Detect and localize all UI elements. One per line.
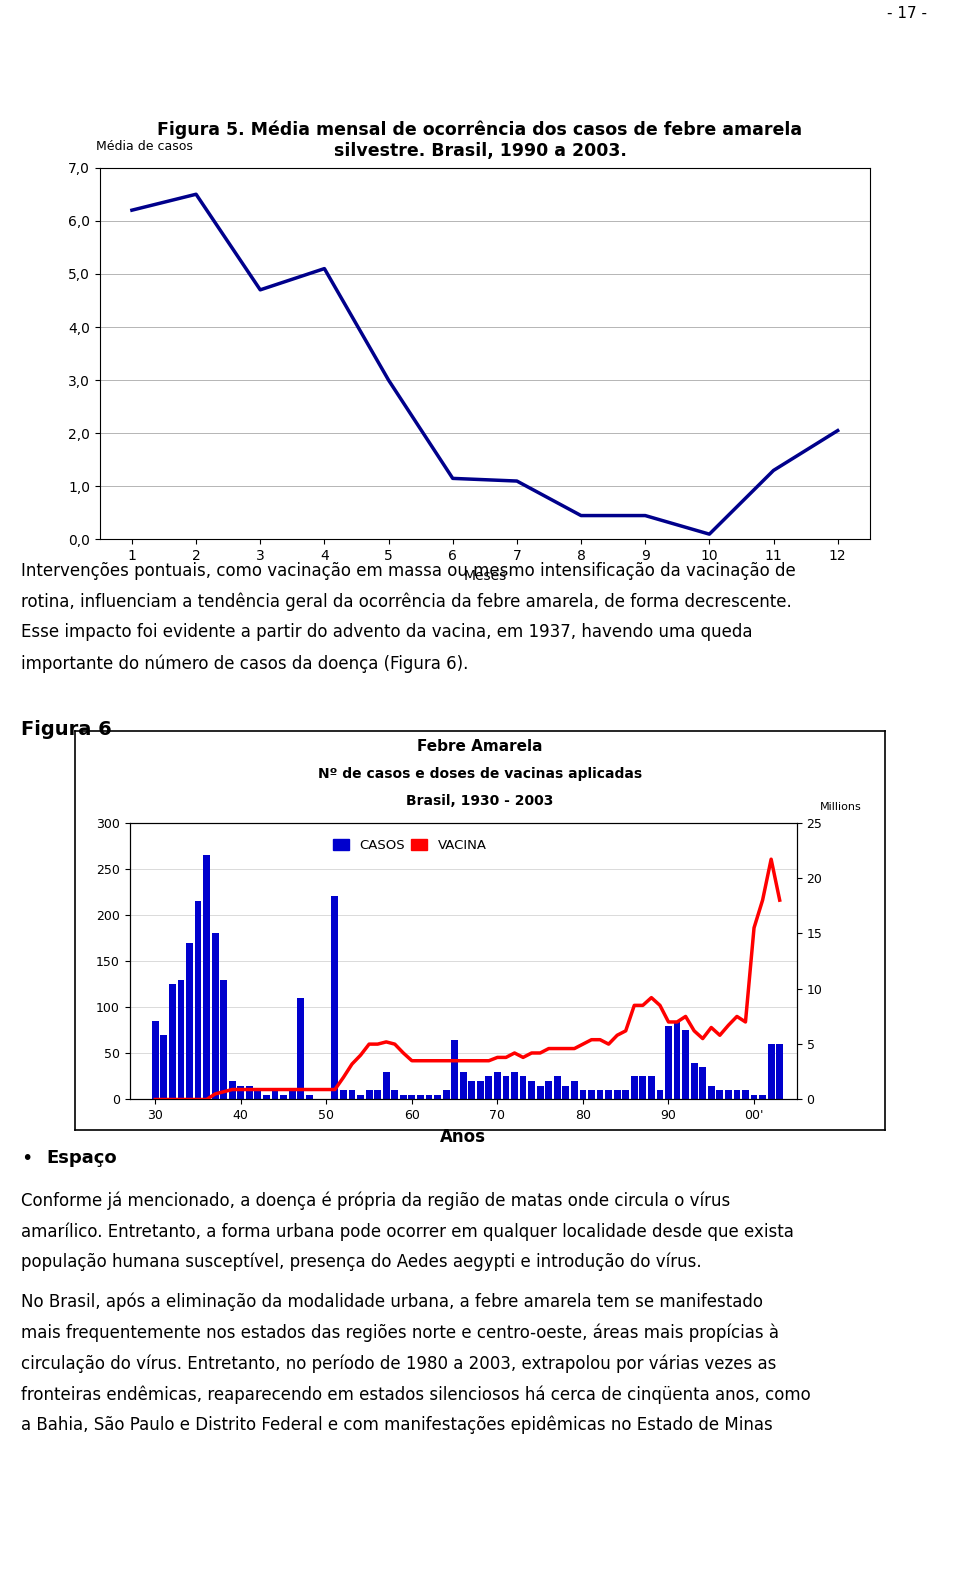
Text: fronteiras endêmicas, reaparecendo em estados silenciosos há cerca de cinqüenta : fronteiras endêmicas, reaparecendo em es… (21, 1386, 811, 1403)
Bar (708, 1085, 714, 1099)
Bar (554, 1076, 561, 1099)
Bar (468, 1081, 475, 1099)
Text: Esse impacto foi evidente a partir do advento da vacina, em 1937, havendo uma qu: Esse impacto foi evidente a partir do ad… (21, 623, 753, 641)
Bar (306, 1095, 313, 1099)
Text: No Brasil, após a eliminação da modalidade urbana, a febre amarela tem se manife: No Brasil, após a eliminação da modalida… (21, 1292, 763, 1311)
Bar (340, 1090, 347, 1099)
Text: importante do número de casos da doença (Figura 6).: importante do número de casos da doença … (21, 653, 468, 672)
Bar (613, 1090, 620, 1099)
Text: população humana susceptível, presença do Aedes aegypti e introdução do vírus.: população humana susceptível, presença d… (21, 1253, 702, 1272)
Bar (160, 1035, 167, 1099)
Text: Espaço: Espaço (46, 1149, 117, 1166)
Text: Millions: Millions (820, 802, 862, 812)
Bar (674, 1020, 681, 1099)
Bar (733, 1090, 740, 1099)
Bar (742, 1090, 749, 1099)
Bar (392, 1090, 398, 1099)
Text: circulação do vírus. Entretanto, no período de 1980 a 2003, extrapolou por vária: circulação do vírus. Entretanto, no perí… (21, 1354, 777, 1373)
Bar (443, 1090, 449, 1099)
Bar (400, 1095, 407, 1099)
Bar (186, 943, 193, 1099)
Bar (571, 1081, 578, 1099)
Bar (511, 1073, 518, 1099)
Bar (195, 902, 202, 1099)
Bar (357, 1095, 364, 1099)
Bar (220, 979, 228, 1099)
Bar (280, 1095, 287, 1099)
Bar (178, 979, 184, 1099)
Bar (597, 1090, 604, 1099)
Bar (751, 1095, 757, 1099)
Bar (451, 1039, 458, 1099)
Bar (366, 1090, 372, 1099)
Bar (237, 1085, 244, 1099)
Bar (759, 1095, 766, 1099)
Bar (272, 1090, 278, 1099)
Bar (298, 998, 304, 1099)
Bar (699, 1068, 707, 1099)
Text: rotina, influenciam a tendência geral da ocorrência da febre amarela, de forma d: rotina, influenciam a tendência geral da… (21, 592, 792, 611)
Bar (665, 1025, 672, 1099)
Bar (460, 1073, 467, 1099)
Text: a Bahia, São Paulo e Distrito Federal e com manifestações epidêmicas no Estado d: a Bahia, São Paulo e Distrito Federal e … (21, 1416, 773, 1435)
Bar (417, 1095, 424, 1099)
Text: Febre Amarela: Febre Amarela (418, 739, 542, 753)
Text: Conforme já mencionado, a doença é própria da região de matas onde circula o vír: Conforme já mencionado, a doença é própr… (21, 1191, 731, 1210)
Bar (768, 1044, 775, 1099)
Bar (383, 1073, 390, 1099)
Bar (537, 1085, 543, 1099)
Bar (228, 1081, 235, 1099)
Text: •: • (21, 1149, 33, 1168)
Bar (519, 1076, 526, 1099)
Bar (263, 1095, 270, 1099)
Bar (494, 1073, 501, 1099)
Bar (691, 1063, 698, 1099)
Text: - 17 -: - 17 - (887, 5, 927, 21)
Bar (425, 1095, 432, 1099)
Bar (246, 1085, 252, 1099)
Text: amarílico. Entretanto, a forma urbana pode ocorrer em qualquer localidade desde : amarílico. Entretanto, a forma urbana po… (21, 1221, 794, 1240)
Bar (639, 1076, 646, 1099)
Bar (622, 1090, 629, 1099)
Bar (289, 1090, 296, 1099)
Text: Nº de casos e doses de vacinas aplicadas: Nº de casos e doses de vacinas aplicadas (318, 767, 642, 782)
Bar (434, 1095, 441, 1099)
X-axis label: Anos: Anos (441, 1128, 486, 1145)
Bar (204, 854, 210, 1099)
Bar (486, 1076, 492, 1099)
Text: Intervenções pontuais, como vacinação em massa ou mesmo intensificação da vacina: Intervenções pontuais, como vacinação em… (21, 562, 796, 579)
Bar (605, 1090, 612, 1099)
Bar (580, 1090, 587, 1099)
Text: silvestre. Brasil, 1990 a 2003.: silvestre. Brasil, 1990 a 2003. (333, 142, 627, 160)
Bar (477, 1081, 484, 1099)
Text: Média de casos: Média de casos (96, 139, 193, 153)
Bar (374, 1090, 381, 1099)
Bar (648, 1076, 655, 1099)
Legend: CASOS, VACINA: CASOS, VACINA (329, 835, 491, 856)
Bar (348, 1090, 355, 1099)
Text: Figura 5. Média mensal de ocorrência dos casos de febre amarela: Figura 5. Média mensal de ocorrência dos… (157, 120, 803, 139)
Text: Figura 6: Figura 6 (21, 720, 112, 739)
Bar (254, 1090, 261, 1099)
Bar (502, 1076, 510, 1099)
Bar (152, 1020, 158, 1099)
Bar (331, 897, 338, 1099)
Bar (631, 1076, 637, 1099)
Text: Brasil, 1930 - 2003: Brasil, 1930 - 2003 (406, 794, 554, 808)
Bar (528, 1081, 535, 1099)
Bar (588, 1090, 595, 1099)
Bar (777, 1044, 783, 1099)
Bar (716, 1090, 723, 1099)
Bar (563, 1085, 569, 1099)
Bar (657, 1090, 663, 1099)
Bar (545, 1081, 552, 1099)
Bar (725, 1090, 732, 1099)
Bar (212, 933, 219, 1099)
Bar (408, 1095, 416, 1099)
Bar (683, 1030, 689, 1099)
Text: mais frequentemente nos estados das regiões norte e centro-oeste, áreas mais pro: mais frequentemente nos estados das regi… (21, 1323, 780, 1342)
X-axis label: Meses: Meses (463, 570, 507, 582)
Bar (169, 984, 176, 1099)
